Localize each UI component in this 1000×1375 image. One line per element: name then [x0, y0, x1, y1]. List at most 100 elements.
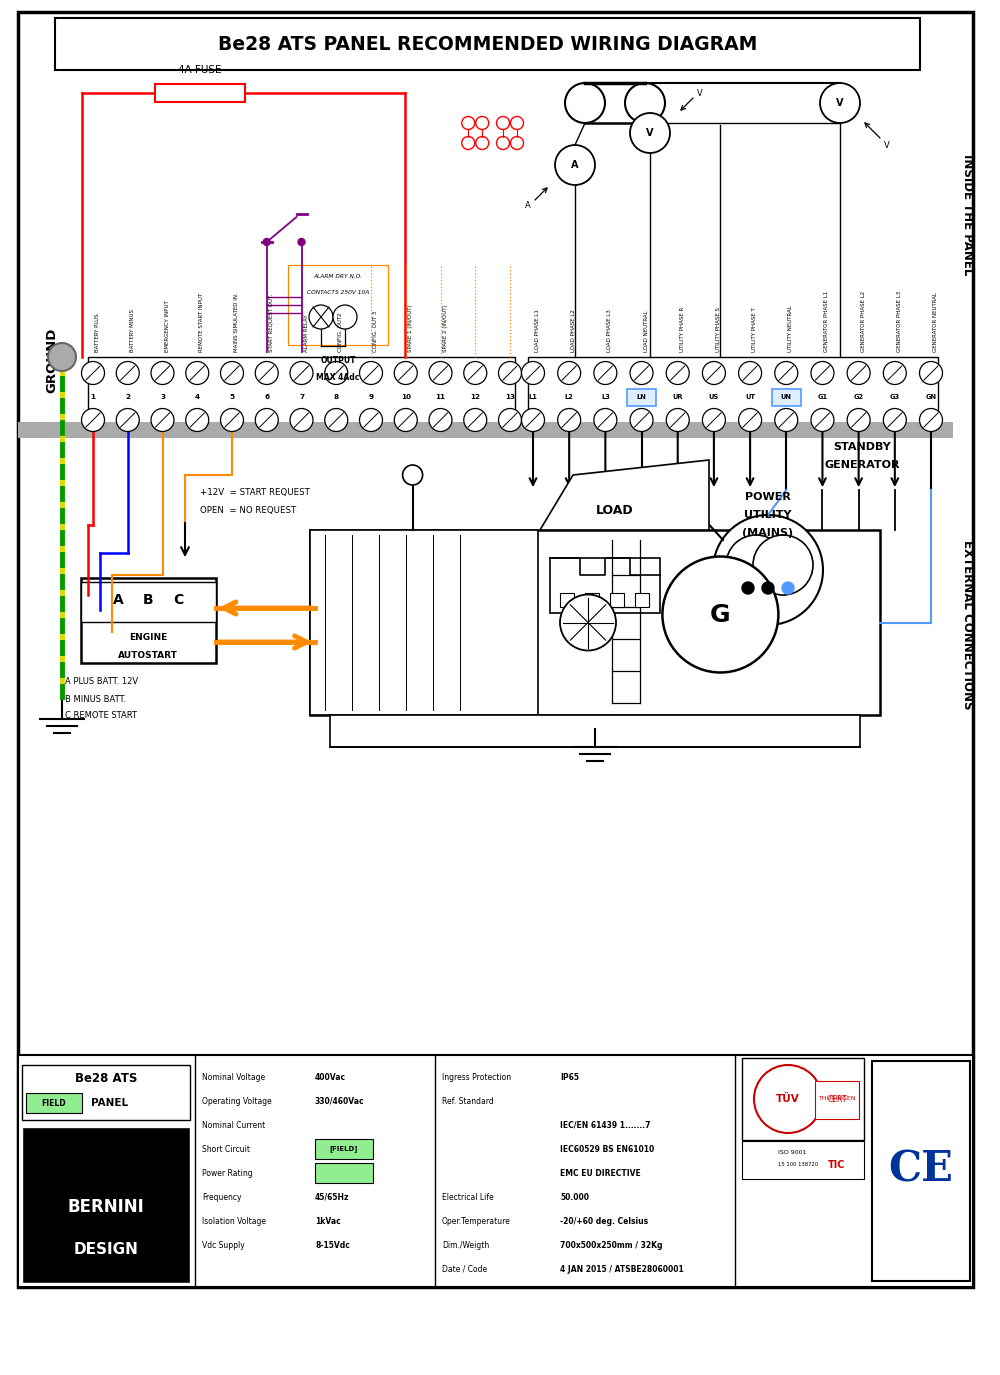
Bar [560, 593, 574, 606]
Text: 15 100 138720: 15 100 138720 [778, 1162, 818, 1167]
Text: V: V [884, 140, 890, 150]
Bar [315, 1163, 373, 1182]
Bar [585, 593, 599, 606]
Text: G: G [710, 602, 731, 627]
Text: CONFIG. OUT 3: CONFIG. OUT 3 [373, 311, 378, 352]
Circle shape [290, 408, 313, 432]
Text: A: A [525, 201, 531, 209]
Circle shape [630, 113, 670, 153]
Text: Be28 ATS: Be28 ATS [75, 1072, 137, 1085]
Bar [610, 593, 624, 606]
Circle shape [298, 238, 305, 246]
Text: 330/460Vac: 330/460Vac [315, 1096, 365, 1106]
Text: G1: G1 [817, 395, 828, 400]
Text: 9: 9 [368, 395, 374, 400]
Bar [310, 529, 538, 715]
Text: POWER: POWER [745, 492, 791, 502]
Text: 12: 12 [470, 395, 480, 400]
Text: B MINUS BATT.: B MINUS BATT. [65, 694, 126, 704]
Circle shape [726, 535, 786, 595]
Circle shape [496, 117, 510, 129]
Bar [635, 593, 649, 606]
Text: STANDBY: STANDBY [833, 441, 891, 452]
Text: Nominal Current: Nominal Current [202, 1121, 265, 1129]
Text: MAX 4Adc: MAX 4Adc [316, 373, 360, 381]
Circle shape [403, 465, 423, 485]
Circle shape [186, 362, 209, 385]
Text: V: V [836, 98, 844, 109]
Circle shape [221, 408, 244, 432]
Text: OUTPUT: OUTPUT [320, 356, 356, 364]
Text: C: C [173, 593, 183, 606]
Text: 1kVac: 1kVac [315, 1217, 341, 1225]
Circle shape [151, 408, 174, 432]
Text: TÜV: TÜV [776, 1094, 800, 1104]
Bar [315, 1138, 373, 1159]
Text: UTILITY PHASE S: UTILITY PHASE S [716, 307, 721, 352]
Circle shape [499, 408, 522, 432]
Circle shape [511, 136, 524, 150]
Circle shape [713, 516, 823, 626]
Text: 2: 2 [125, 395, 130, 400]
Circle shape [429, 408, 452, 432]
Text: START REQUEST OUT.: START REQUEST OUT. [269, 294, 274, 352]
Text: 4A FUSE: 4A FUSE [178, 65, 222, 76]
Text: A: A [113, 593, 123, 606]
Circle shape [82, 362, 104, 385]
Text: 45/65Hz: 45/65Hz [315, 1192, 350, 1202]
Circle shape [221, 362, 244, 385]
Text: 700x500x250mm / 32Kg: 700x500x250mm / 32Kg [560, 1240, 662, 1250]
Circle shape [560, 594, 616, 650]
Circle shape [116, 362, 139, 385]
Text: UTILITY PHASE T: UTILITY PHASE T [752, 307, 757, 352]
Circle shape [325, 408, 348, 432]
Text: EXTERNAL CONNECTIONS: EXTERNAL CONNECTIONS [962, 540, 974, 710]
Text: GN: GN [925, 395, 937, 400]
Text: INSIDE THE PANEL: INSIDE THE PANEL [962, 154, 974, 275]
Circle shape [883, 408, 906, 432]
Circle shape [666, 408, 689, 432]
Circle shape [742, 582, 754, 594]
Circle shape [309, 305, 333, 329]
Circle shape [739, 408, 762, 432]
Text: SPARE 1 (IN/OUT): SPARE 1 (IN/OUT) [408, 304, 413, 352]
Circle shape [290, 362, 313, 385]
Text: LOAD PHASE L3: LOAD PHASE L3 [607, 309, 612, 352]
Circle shape [394, 408, 417, 432]
Bar [627, 389, 656, 406]
Text: 13: 13 [505, 395, 515, 400]
Circle shape [48, 342, 76, 371]
Circle shape [394, 362, 417, 385]
Bar [26, 1093, 82, 1112]
Text: LOAD: LOAD [596, 503, 634, 517]
Text: +12V  = START REQUEST: +12V = START REQUEST [200, 488, 310, 498]
Text: LOAD PHASE L1: LOAD PHASE L1 [535, 309, 540, 352]
Text: AUTOSTART: AUTOSTART [118, 650, 178, 660]
Text: -20/+60 deg. Celsius: -20/+60 deg. Celsius [560, 1217, 648, 1225]
Circle shape [429, 362, 452, 385]
Circle shape [558, 362, 581, 385]
Text: EMC EU DIRECTIVE: EMC EU DIRECTIVE [560, 1169, 641, 1177]
Text: Dim./Weigth: Dim./Weigth [442, 1240, 489, 1250]
Text: 50.000: 50.000 [560, 1192, 589, 1202]
Text: ENGINE: ENGINE [129, 634, 167, 642]
Text: PANEL: PANEL [91, 1099, 129, 1108]
Text: GENERATOR PHASE L2: GENERATOR PHASE L2 [861, 290, 866, 352]
Text: L3: L3 [601, 395, 610, 400]
Circle shape [82, 408, 104, 432]
Text: UT: UT [745, 395, 755, 400]
Circle shape [920, 362, 942, 385]
Text: 8-15Vdc: 8-15Vdc [315, 1240, 350, 1250]
Text: 1: 1 [90, 395, 96, 400]
Circle shape [594, 362, 617, 385]
Bar [80, 582, 216, 622]
Circle shape [775, 362, 798, 385]
Circle shape [775, 408, 798, 432]
Bar [310, 529, 880, 715]
Text: Electrical Life: Electrical Life [442, 1192, 494, 1202]
Text: Isolation Voltage: Isolation Voltage [202, 1217, 266, 1225]
Text: GENERATOR PHASE L3: GENERATOR PHASE L3 [897, 290, 902, 352]
Text: V: V [697, 88, 703, 98]
Text: CERT: CERT [827, 1096, 847, 1104]
Circle shape [630, 408, 653, 432]
